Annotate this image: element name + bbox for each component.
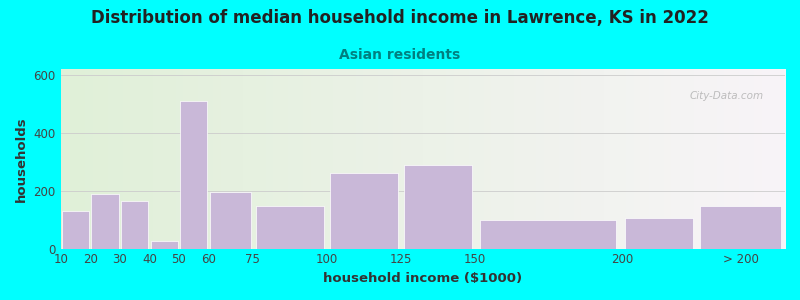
Text: City-Data.com: City-Data.com — [689, 91, 763, 100]
Text: Asian residents: Asian residents — [339, 48, 461, 62]
Bar — [150, 241, 178, 249]
Bar — [62, 211, 89, 249]
Bar — [700, 206, 782, 249]
Bar — [256, 206, 324, 249]
Bar — [626, 218, 694, 249]
X-axis label: household income ($1000): household income ($1000) — [323, 272, 522, 285]
Bar — [91, 194, 118, 249]
Bar — [180, 101, 207, 249]
Bar — [481, 220, 617, 249]
Bar — [330, 173, 398, 249]
Y-axis label: households: households — [15, 116, 28, 202]
Text: Distribution of median household income in Lawrence, KS in 2022: Distribution of median household income … — [91, 9, 709, 27]
Bar — [210, 192, 251, 249]
Bar — [404, 165, 472, 249]
Bar — [121, 201, 148, 249]
